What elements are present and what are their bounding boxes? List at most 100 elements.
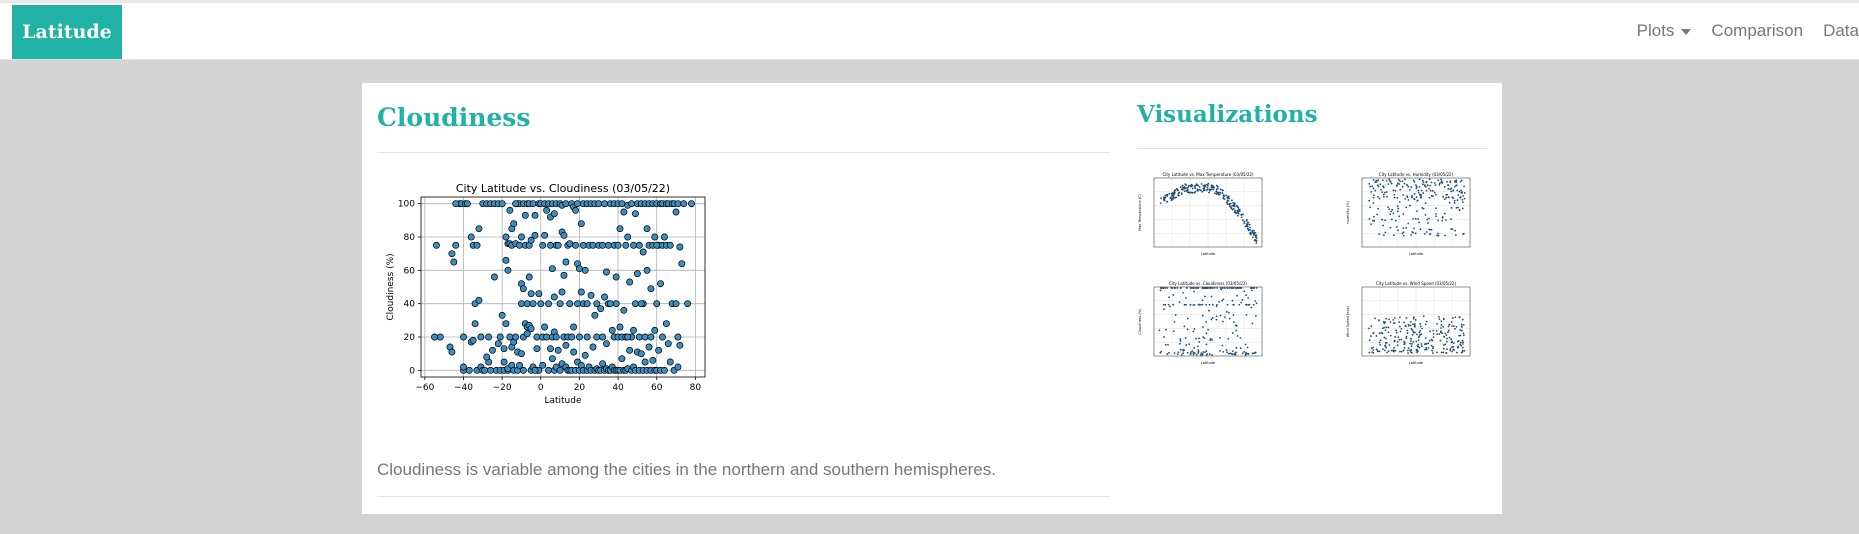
nav-data-link[interactable]: Data — [1823, 21, 1859, 40]
data-point — [543, 206, 551, 214]
data-point — [587, 291, 595, 299]
thumb-point — [1197, 184, 1199, 187]
nav-plots-label: Plots — [1636, 21, 1675, 40]
thumb-point — [1461, 207, 1464, 210]
thumb-point — [1222, 320, 1224, 323]
thumb-point — [1176, 353, 1179, 356]
thumb-point — [1413, 193, 1416, 195]
thumb-point — [1449, 348, 1452, 350]
thumb-point — [1463, 191, 1466, 194]
thumb-point — [1370, 190, 1373, 193]
thumbnail-wind-speed[interactable]: City Latitude vs. Wind Speed (03/05/22) L… — [1342, 279, 1477, 371]
thumb-point — [1438, 318, 1441, 321]
thumb-frame — [1361, 286, 1471, 357]
thumb-point — [1247, 353, 1250, 355]
thumb-point — [1410, 328, 1413, 330]
thumb-point — [1376, 350, 1379, 353]
thumb-point — [1368, 339, 1371, 342]
data-point — [589, 241, 597, 249]
thumb-point — [1368, 182, 1371, 185]
x-axis-label: Latitude — [544, 396, 582, 406]
thumb-point — [1444, 234, 1446, 237]
data-point — [465, 366, 473, 374]
thumb-point — [1433, 182, 1436, 184]
thumb-point — [1431, 189, 1434, 192]
thumb-point — [1381, 179, 1384, 182]
thumbnail-humidity[interactable]: City Latitude vs. Humidity (03/05/22) Lat… — [1342, 170, 1477, 262]
thumb-point — [1455, 325, 1458, 328]
data-point — [622, 241, 630, 249]
data-point — [676, 243, 684, 251]
data-point — [523, 300, 531, 308]
thumbnail-max-temperature[interactable]: City Latitude vs. Max Temperature (03/05… — [1134, 170, 1269, 262]
data-point — [606, 300, 614, 308]
thumb-frame — [1153, 286, 1263, 357]
nav-plots-dropdown[interactable]: Plots — [1637, 21, 1692, 41]
thumb-point — [1400, 338, 1403, 341]
thumb-point — [1189, 352, 1192, 355]
thumb-point — [1216, 303, 1218, 306]
thumb-point — [1405, 335, 1408, 338]
thumb-point — [1412, 331, 1415, 334]
data-point — [616, 323, 624, 331]
data-point — [575, 265, 583, 273]
thumb-point — [1442, 325, 1445, 328]
thumb-point — [1443, 185, 1446, 188]
thumb-point — [1241, 352, 1244, 355]
thumb-point — [1227, 311, 1230, 314]
thumb-point — [1245, 225, 1248, 228]
thumb-point — [1226, 351, 1228, 354]
thumb-title: City Latitude vs. Max Temperature (03/05… — [1162, 172, 1254, 177]
thumb-point — [1452, 325, 1455, 328]
thumb-point — [1407, 185, 1410, 188]
content-container: Cloudiness City Latitude vs. Cloudiness … — [362, 83, 1502, 514]
thumb-point — [1454, 327, 1456, 330]
thumb-point — [1410, 186, 1413, 189]
data-point — [552, 333, 560, 341]
thumb-point — [1455, 184, 1458, 187]
brand-link[interactable]: Latitude — [12, 5, 122, 59]
data-point — [631, 300, 639, 308]
thumb-point — [1397, 182, 1399, 185]
thumb-point — [1241, 299, 1244, 301]
data-point — [510, 220, 518, 228]
thumb-point — [1164, 303, 1167, 306]
thumb-point — [1219, 337, 1221, 339]
data-point — [558, 288, 566, 296]
data-point — [597, 305, 605, 313]
nav-comparison-link[interactable]: Comparison — [1711, 21, 1804, 40]
data-point — [633, 270, 641, 278]
thumb-point — [1410, 345, 1413, 347]
thumb-point — [1428, 339, 1431, 342]
thumb-point — [1415, 333, 1418, 336]
thumb-point — [1184, 183, 1187, 186]
data-point — [516, 241, 523, 249]
thumb-point — [1215, 188, 1218, 191]
thumb-point — [1230, 207, 1233, 210]
thumb-point — [1219, 188, 1222, 191]
thumb-point — [1158, 329, 1161, 332]
caret-down-icon — [1681, 29, 1692, 35]
thumb-point — [1448, 323, 1451, 326]
data-point — [653, 241, 661, 249]
thumb-point — [1242, 213, 1244, 216]
thumb-point — [1406, 183, 1408, 186]
thumb-point — [1448, 201, 1451, 204]
thumb-point — [1159, 289, 1162, 292]
thumb-point — [1427, 222, 1429, 224]
thumb-point — [1218, 300, 1220, 303]
thumb-point — [1198, 185, 1201, 188]
thumb-point — [1424, 214, 1427, 216]
thumb-point — [1413, 181, 1416, 183]
thumb-point — [1397, 229, 1399, 232]
thumb-point — [1392, 349, 1395, 352]
thumb-point — [1200, 183, 1203, 185]
data-point — [601, 293, 608, 301]
thumb-point — [1444, 332, 1447, 335]
thumbnail-cloudiness[interactable]: City Latitude vs. Cloudiness (03/05/22) L… — [1134, 279, 1269, 371]
thumb-point — [1245, 351, 1248, 354]
thumb-point — [1252, 352, 1255, 355]
thumb-point — [1372, 349, 1375, 351]
thumb-point — [1221, 344, 1224, 347]
thumb-point — [1164, 196, 1167, 199]
